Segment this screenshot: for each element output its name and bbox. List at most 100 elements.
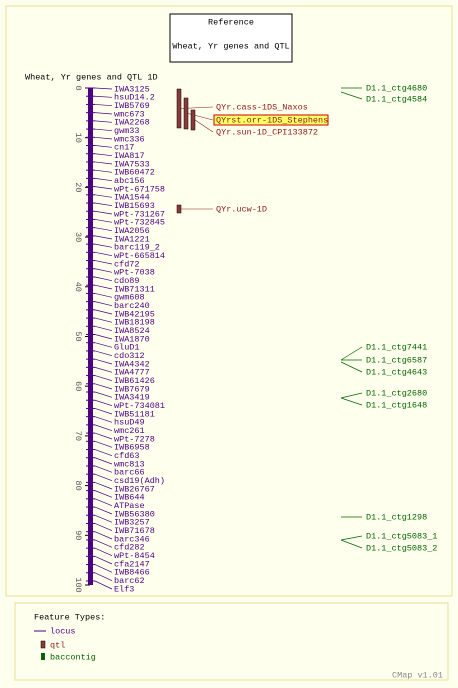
contig-label: D1.1_ctg4680 xyxy=(366,83,427,93)
locus-label: barc119_2 xyxy=(114,243,160,253)
contig-label: D1.1_ctg1298 xyxy=(366,512,427,522)
axis-tick-label: 60 xyxy=(73,381,83,391)
locus-label: IWB5769 xyxy=(114,101,150,111)
locus-connector xyxy=(94,580,113,590)
locus-label: IWB18198 xyxy=(114,318,155,328)
contig-label: D1.1_ctg6587 xyxy=(366,355,427,365)
locus-connector xyxy=(94,301,113,307)
map-bar xyxy=(88,88,93,585)
locus-label: csd19(Adh) xyxy=(114,476,165,486)
locus-connector xyxy=(94,473,113,481)
locus-connector xyxy=(94,399,113,407)
locus-label: IWB71678 xyxy=(114,526,155,536)
contig-connector xyxy=(340,91,363,100)
locus-label: IWA1221 xyxy=(114,234,150,244)
locus-label: hsuD14.2 xyxy=(114,93,155,103)
locus-connector xyxy=(94,161,113,165)
contig-label: D1.1_ctg5083_1 xyxy=(366,531,437,541)
locus-label: wPt-734081 xyxy=(114,401,165,411)
locus-label: barc346 xyxy=(114,534,150,544)
locus-label: IWB15693 xyxy=(114,201,155,211)
locus-connector xyxy=(94,482,113,490)
locus-label: IWB51181 xyxy=(114,409,155,419)
locus-connector xyxy=(94,539,113,548)
locus-connector xyxy=(94,325,113,332)
locus-label: gwm33 xyxy=(114,126,140,136)
locus-label: cn17 xyxy=(114,143,134,153)
contig-label: D1.1_ctg4584 xyxy=(366,94,427,104)
qtl-label: QYrst.orr-1DS_Stephens xyxy=(216,115,328,125)
locus-label: gwm608 xyxy=(114,293,145,303)
locus-connector xyxy=(94,95,113,98)
reference-box xyxy=(169,13,293,63)
locus-label: wPt-731267 xyxy=(114,209,165,219)
locus-connector xyxy=(94,120,113,123)
locus-label: barc62 xyxy=(114,576,145,586)
locus-connector xyxy=(94,112,113,115)
locus-connector xyxy=(94,235,113,240)
reference-title: Reference xyxy=(208,17,254,27)
locus-connector xyxy=(94,153,113,157)
contig-label: D1.1_ctg2680 xyxy=(366,388,427,398)
locus-connector xyxy=(94,498,113,506)
contig-connector xyxy=(340,361,363,373)
locus-label: IWA1870 xyxy=(114,334,150,344)
contig-connector xyxy=(340,539,363,549)
legend-qtl-swatch xyxy=(40,640,46,649)
qtl-bar xyxy=(176,204,182,214)
locus-connector xyxy=(94,260,113,265)
locus-connector xyxy=(94,358,113,365)
locus-connector xyxy=(94,309,113,315)
footer: CMap v1.01 xyxy=(392,670,443,680)
qtl-bar xyxy=(176,88,182,129)
qtl-bar xyxy=(190,109,196,131)
locus-label: ATPase xyxy=(114,501,145,511)
locus-connector xyxy=(94,490,113,498)
locus-connector xyxy=(94,383,113,390)
locus-label: IWB42195 xyxy=(114,309,155,319)
locus-connector xyxy=(94,391,113,398)
locus-connector xyxy=(94,136,113,140)
locus-connector xyxy=(94,186,113,190)
locus-connector xyxy=(94,350,113,357)
locus-label: IWA7533 xyxy=(114,159,150,169)
locus-label: wPt-665814 xyxy=(114,251,165,261)
locus-connector xyxy=(94,128,113,132)
locus-connector xyxy=(94,243,113,248)
qtl-label: QYr.cass-1DS_Naxos xyxy=(216,102,308,112)
locus-connector xyxy=(94,145,113,148)
legend-contig-swatch xyxy=(41,653,45,660)
qtl-label: QYr.sun-1D_CPI133872 xyxy=(216,127,318,137)
locus-connector xyxy=(94,514,113,523)
locus-connector xyxy=(94,432,113,440)
locus-connector xyxy=(94,547,113,556)
locus-label: IWA817 xyxy=(114,151,145,161)
axis-tick-label: 50 xyxy=(73,331,83,341)
locus-connector xyxy=(94,334,113,340)
locus-label: IWA2268 xyxy=(114,118,150,128)
locus-label: wmc261 xyxy=(114,426,145,436)
locus-label: IWB56380 xyxy=(114,509,155,519)
locus-label: wPt-7038 xyxy=(114,268,155,278)
locus-label: abc156 xyxy=(114,176,145,186)
locus-label: hsuD49 xyxy=(114,418,145,428)
locus-label: IWB71311 xyxy=(114,284,155,294)
map-title: Wheat, Yr genes and QTL 1D xyxy=(25,72,158,82)
locus-label: cfd72 xyxy=(114,259,140,269)
locus-connector xyxy=(94,424,113,431)
qtl-highlight xyxy=(213,114,329,126)
locus-connector xyxy=(94,375,113,382)
locus-label: wPt-7278 xyxy=(114,434,155,444)
locus-label: IWA4777 xyxy=(114,368,150,378)
axis-tick-label: 0 xyxy=(73,85,83,90)
locus-connector xyxy=(94,268,113,273)
locus-connector xyxy=(94,194,113,198)
locus-label: wmc673 xyxy=(114,109,145,119)
locus-connector xyxy=(94,523,113,531)
locus-connector xyxy=(94,227,113,232)
axis-tick-label: 90 xyxy=(73,530,83,540)
locus-connector xyxy=(94,367,113,373)
locus-label: cdo89 xyxy=(114,276,140,286)
